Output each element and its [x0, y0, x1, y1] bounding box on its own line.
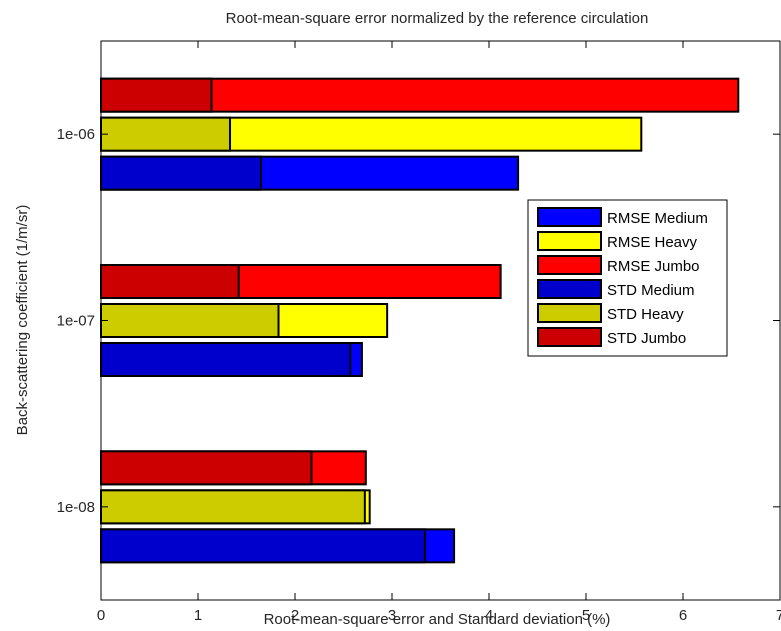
bar-std-medium-1e-07	[100, 342, 352, 377]
legend: RMSE Medium RMSE Heavy RMSE Jumbo STD Mediu…	[527, 199, 728, 357]
y-tick-label: 1e-06	[57, 126, 95, 143]
bars-layer	[100, 77, 740, 564]
y-axis-label: Back-scattering coefficient (1/m/sr)	[14, 205, 31, 436]
bar-std-jumbo-1e-06	[100, 77, 213, 113]
legend-swatch	[537, 279, 602, 299]
y-axis-ticks: 1e-08 1e-07 1e-06	[57, 126, 780, 516]
bar-std-heavy-1e-07	[100, 303, 280, 338]
legend-swatch	[537, 207, 602, 227]
x-tick-label: 3	[388, 607, 396, 624]
legend-swatch	[537, 255, 602, 275]
bar-std-heavy-1e-06	[100, 116, 232, 152]
bar-std-medium-1e-08	[100, 528, 426, 564]
bar-std-jumbo-1e-07	[100, 264, 240, 299]
bar-std-medium-1e-06	[100, 155, 263, 191]
x-tick-label: 4	[485, 607, 493, 624]
x-axis-ticks: 0 1 2 3 4 5 6 7	[97, 41, 781, 624]
y-tick-label: 1e-08	[57, 499, 95, 516]
bar-std-heavy-1e-08	[100, 489, 366, 525]
x-tick-label: 6	[679, 607, 687, 624]
legend-label: RMSE Medium	[607, 210, 708, 227]
x-tick-label: 1	[194, 607, 202, 624]
x-tick-label: 7	[776, 607, 781, 624]
legend-swatch	[537, 327, 602, 347]
x-tick-label: 0	[97, 607, 105, 624]
bar-std-jumbo-1e-08	[100, 450, 313, 486]
legend-label: STD Heavy	[607, 306, 684, 323]
legend-swatch	[537, 231, 602, 251]
legend-label: RMSE Heavy	[607, 234, 698, 251]
chart-title: Root-mean-square error normalized by the…	[226, 10, 649, 27]
x-tick-label: 2	[291, 607, 299, 624]
legend-label: STD Jumbo	[607, 330, 686, 347]
legend-label: RMSE Jumbo	[607, 258, 700, 275]
x-tick-label: 5	[582, 607, 590, 624]
x-axis-label: Root-mean-square error and Standard devi…	[264, 611, 611, 628]
y-tick-label: 1e-07	[57, 313, 95, 330]
legend-swatch	[537, 303, 602, 323]
legend-label: STD Medium	[607, 282, 695, 299]
